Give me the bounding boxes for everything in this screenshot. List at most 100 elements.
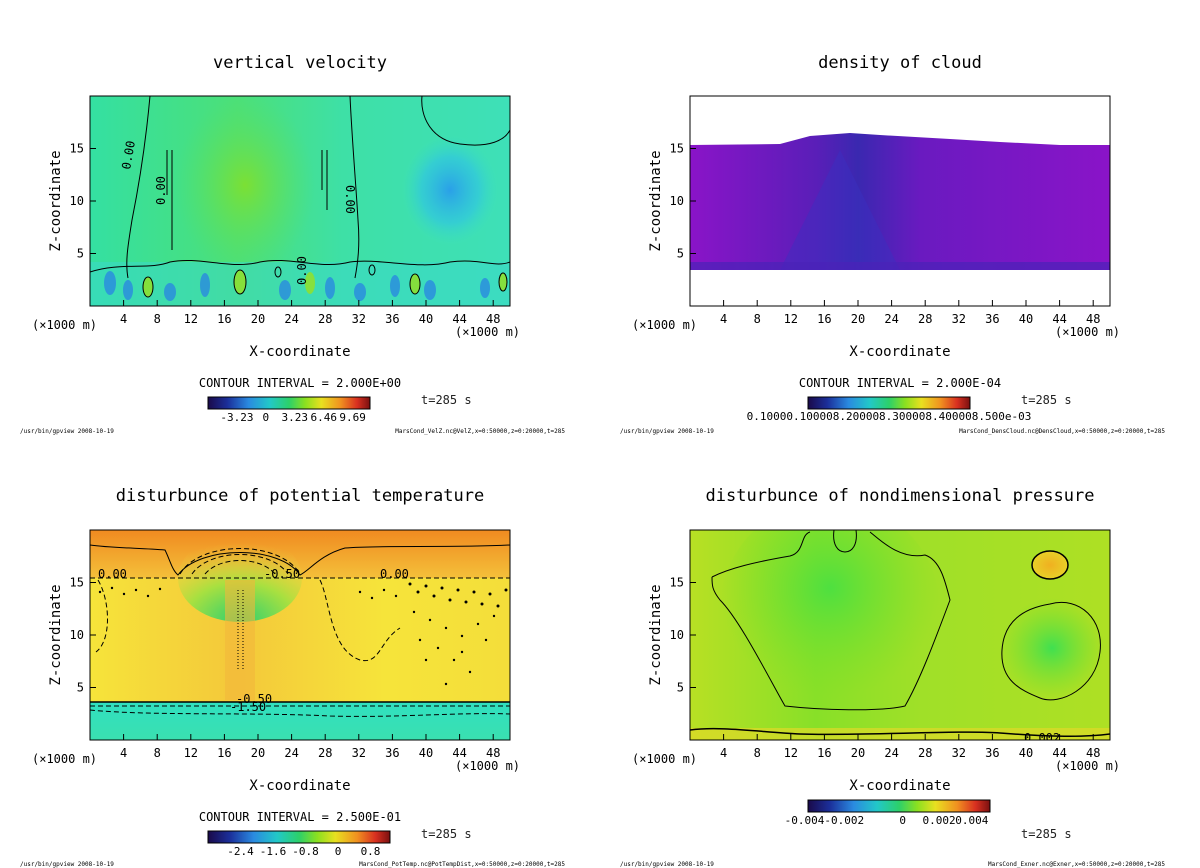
x-tick-label: 12 — [784, 312, 798, 326]
x-unit-left: (×1000 m) — [632, 318, 697, 332]
contour-interval: CONTOUR INTERVAL = 2.000E+00 — [199, 376, 401, 390]
contour-label: -0.50 — [264, 567, 300, 581]
contour-label: 0.002 — [1024, 731, 1060, 745]
x-tick-label: 20 — [251, 312, 265, 326]
x-tick-label: 28 — [318, 312, 332, 326]
panel-title: density of cloud — [818, 53, 982, 73]
x-unit-left: (×1000 m) — [632, 752, 697, 766]
y-tick-label: 5 — [77, 681, 84, 695]
x-tick-label: 32 — [952, 746, 966, 760]
colorbar — [207, 830, 391, 844]
y-tick-label: 10 — [70, 194, 84, 208]
colorbar-tick-label: -2.4 — [227, 845, 254, 858]
colorbar-tick-label: -0.004-0.002 — [785, 814, 864, 827]
contour-label: 0.00 — [154, 176, 168, 205]
contour-label: -1.50 — [230, 700, 266, 714]
x-tick-label: 24 — [884, 746, 898, 760]
colorbar-tick-label: 6.46 — [310, 411, 337, 424]
x-unit-right: (×1000 m) — [455, 759, 520, 773]
x-tick-label: 32 — [952, 312, 966, 326]
time-label: t=285 s — [1021, 827, 1072, 841]
x-tick-label: 32 — [352, 746, 366, 760]
x-tick-label: 36 — [985, 746, 999, 760]
heatmap-field: 0.00 0.00 0.00 0.00 — [90, 96, 510, 306]
x-tick-label: 24 — [884, 312, 898, 326]
x-tick-label: 48 — [486, 312, 500, 326]
x-unit-right: (×1000 m) — [455, 325, 520, 339]
colorbar-tick-label: 0.002 — [922, 814, 955, 827]
contour-label: 0.00 — [295, 256, 309, 285]
contour-label: 0.00 — [343, 185, 357, 214]
colorbar-tick-label: -1.6 — [260, 845, 287, 858]
x-tick-label: 40 — [1019, 746, 1033, 760]
y-tick-label: 5 — [677, 247, 684, 261]
y-tick-label: 5 — [677, 681, 684, 695]
x-tick-label: 16 — [217, 746, 231, 760]
x-tick-label: 28 — [318, 746, 332, 760]
colorbar-tick-label: 0 — [899, 814, 906, 827]
y-tick-label: 15 — [670, 576, 684, 590]
x-tick-label: 44 — [1052, 312, 1066, 326]
panel-nondimensional-pressure: disturbunce of nondimensional pressure 0… — [620, 486, 1165, 868]
x-tick-label: 36 — [985, 312, 999, 326]
y-axis-title: Z-coordinate — [648, 150, 664, 251]
y-tick-label: 15 — [70, 142, 84, 156]
x-unit-right: (×1000 m) — [1055, 759, 1120, 773]
x-tick-label: 28 — [918, 312, 932, 326]
x-tick-label: 24 — [284, 746, 298, 760]
x-tick-label: 12 — [784, 746, 798, 760]
x-tick-label: 32 — [352, 312, 366, 326]
footer-right: MarsCond_DensCloud.nc@DensCloud,x=0:5000… — [959, 428, 1165, 435]
panel-title: vertical velocity — [213, 53, 387, 73]
colorbar-tick-label: -0.8 — [292, 845, 319, 858]
x-tick-label: 48 — [486, 746, 500, 760]
contour-interval: CONTOUR INTERVAL = 2.000E-04 — [799, 376, 1001, 390]
x-unit-left: (×1000 m) — [32, 318, 97, 332]
y-tick-label: 5 — [77, 247, 84, 261]
x-tick-label: 40 — [1019, 312, 1033, 326]
footer-left: /usr/bin/gpview 2008-10-19 — [620, 861, 714, 868]
panel-title: disturbunce of potential temperature — [116, 486, 484, 506]
contour-label: 0.00 — [119, 140, 138, 171]
x-tick-label: 16 — [817, 746, 831, 760]
colorbar-tick-label: 9.69 — [339, 411, 366, 424]
y-tick-label: 15 — [670, 142, 684, 156]
x-tick-label: 8 — [754, 746, 761, 760]
y-tick-label: 10 — [670, 194, 684, 208]
contour-interval: CONTOUR INTERVAL = 2.500E-01 — [199, 810, 401, 824]
y-ticks: 5 10 15 — [70, 576, 96, 695]
colorbar — [807, 396, 971, 410]
colorbar — [207, 396, 371, 410]
colorbar-ticks: -2.4 -1.6 -0.8 0 0.8 — [227, 845, 380, 858]
heatmap-field — [690, 96, 1110, 306]
x-axis-title: X-coordinate — [249, 344, 350, 360]
colorbar-tick-label: 0 — [335, 845, 342, 858]
contour-label: -0.50 — [236, 692, 272, 706]
x-tick-label: 8 — [154, 312, 161, 326]
contour-label: 0.00 — [380, 567, 409, 581]
footer-right: MarsCond_PotTemp.nc@PotTempDist,x=0:5000… — [359, 861, 565, 868]
y-tick-label: 10 — [70, 628, 84, 642]
colorbar — [807, 799, 991, 813]
y-ticks: 5 10 15 — [670, 142, 696, 261]
y-tick-label: 10 — [670, 628, 684, 642]
x-tick-label: 48 — [1086, 746, 1100, 760]
footer-left: /usr/bin/gpview 2008-10-19 — [20, 428, 114, 435]
x-tick-label: 4 — [120, 312, 127, 326]
x-tick-label: 20 — [251, 746, 265, 760]
x-unit-right: (×1000 m) — [1055, 325, 1120, 339]
x-tick-label: 20 — [851, 746, 865, 760]
x-tick-label: 44 — [452, 746, 466, 760]
panel-title: disturbunce of nondimensional pressure — [706, 486, 1095, 506]
panel-vertical-velocity: vertical velocity — [20, 53, 565, 435]
colorbar-tick-label: 0.004 — [955, 814, 988, 827]
x-tick-label: 40 — [419, 312, 433, 326]
x-tick-label: 36 — [385, 312, 399, 326]
x-axis-title: X-coordinate — [249, 778, 350, 794]
y-axis-title: Z-coordinate — [48, 150, 64, 251]
x-tick-label: 4 — [120, 746, 127, 760]
x-tick-label: 16 — [817, 312, 831, 326]
colorbar-tick-label: 0 — [263, 411, 270, 424]
colorbar-ticks: 0.10000.100008.200008.300008.400008.500e… — [747, 410, 1032, 423]
